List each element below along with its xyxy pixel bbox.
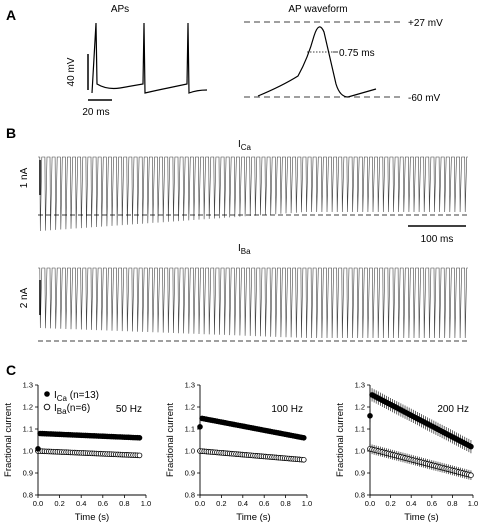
panel-letter-a: A [6, 7, 16, 23]
panel-letter-b: B [6, 125, 16, 141]
legend: ICa (n=13) IBa(n=6) [43, 390, 99, 416]
x-tick-label: 0.4 [238, 499, 248, 508]
legend-iba-text: IBa(n=6) [54, 403, 90, 416]
y-tick-label: 1.1 [23, 425, 33, 434]
legend-iba-base: I [54, 403, 57, 414]
x-axis-label: Time (s) [404, 512, 438, 522]
y-tick-label: 1.2 [355, 403, 365, 412]
x-tick-label: 0.2 [54, 499, 64, 508]
ica-point [468, 443, 474, 450]
ica-point [136, 434, 143, 441]
x-tick-label: 0.8 [280, 499, 290, 508]
ica-current-scale-label: 1 nA [19, 167, 30, 188]
ica-point [197, 423, 203, 430]
x-tick-label: 0.4 [76, 499, 86, 508]
legend-iba-sub: Ba [57, 407, 67, 416]
y-tick-label: 1.3 [23, 381, 33, 390]
x-axis-label: Time (s) [75, 512, 109, 522]
y-tick-label: 1.1 [355, 425, 365, 434]
y-tick-label: 0.8 [23, 491, 33, 500]
y-tick-label: 1.3 [185, 381, 195, 390]
legend-ica-text: ICa (n=13) [54, 390, 99, 403]
y-tick-label: 1.0 [355, 447, 365, 456]
chart-50hz: 0.8 0.9 1.0 1.1 1.2 1.3 0.0 0.2 0.4 0.6 0.8 1.0 Time… [3, 381, 151, 522]
y-tick-label: 1.0 [23, 447, 33, 456]
y-axis-label: Fractional current [3, 403, 14, 477]
panel-letter-c: C [6, 362, 16, 378]
chart-title: 50 Hz [116, 404, 142, 415]
y-tick-label: 1.2 [185, 403, 195, 412]
chart-title: 100 Hz [271, 404, 303, 415]
x-tick-label: 0.6 [259, 499, 269, 508]
waveform-title: AP waveform [288, 4, 347, 15]
y-tick-label: 0.9 [355, 469, 365, 478]
y-tick-label: 1.2 [23, 403, 33, 412]
iba-label-base: I [238, 243, 241, 254]
time-scale-label: 100 ms [421, 234, 454, 245]
x-tick-label: 1.0 [141, 499, 151, 508]
legend-ica-marker [44, 391, 50, 397]
ica-point [35, 445, 41, 452]
x-tick-label: 0.6 [98, 499, 108, 508]
waveform-peak-label: +27 mV [408, 18, 443, 29]
iba-trace [38, 267, 468, 339]
x-tick-label: 0.0 [33, 499, 43, 508]
y-tick-label: 1.1 [185, 425, 195, 434]
ica-trace-path [38, 156, 468, 232]
x-tick-label: 0.2 [216, 499, 226, 508]
ica-point [300, 434, 307, 441]
x-tick-label: 0.0 [195, 499, 205, 508]
aps-trace [91, 22, 208, 94]
waveform-trace [257, 26, 377, 98]
x-tick-label: 0.8 [447, 499, 457, 508]
y-axis-label: Fractional current [335, 403, 346, 477]
x-tick-label: 1.0 [302, 499, 312, 508]
x-tick-label: 1.0 [468, 499, 478, 508]
x-tick-label: 0.2 [385, 499, 395, 508]
y-tick-label: 0.8 [355, 491, 365, 500]
iba-point [468, 472, 474, 479]
legend-ica-suffix: (n=13) [67, 390, 99, 401]
legend-iba-suffix: (n=6) [67, 403, 91, 414]
half-width-label: 0.75 ms [339, 48, 375, 59]
y-tick-label: 1.3 [355, 381, 365, 390]
iba-point [300, 456, 307, 463]
x-tick-label: 0.6 [427, 499, 437, 508]
legend-ica-sub: Ca [57, 394, 68, 403]
x-tick-label: 0.8 [119, 499, 129, 508]
y-tick-label: 0.9 [185, 469, 195, 478]
chart-100hz: 0.8 0.9 1.0 1.1 1.2 1.3 0.0 0.2 0.4 0.6 0.8 1.0 Time… [165, 381, 312, 522]
chart-200hz: 0.8 0.9 1.0 1.1 1.2 1.3 0.0 0.2 0.4 0.6 0.8 1.0 Time… [335, 381, 478, 522]
aps-title: APs [111, 4, 129, 15]
aps-time-scale-label: 20 ms [82, 107, 109, 118]
legend-ica-base: I [54, 390, 57, 401]
iba-trace-path [38, 267, 468, 339]
iba-current-scale-label: 2 nA [19, 287, 30, 308]
chart-title: 200 Hz [437, 404, 469, 415]
y-tick-label: 0.9 [23, 469, 33, 478]
y-axis-label: Fractional current [165, 403, 176, 477]
ica-trace [38, 156, 468, 232]
ica-point [367, 412, 373, 419]
iba-label: IBa [238, 243, 251, 256]
x-tick-label: 0.4 [406, 499, 416, 508]
x-tick-label: 0.0 [365, 499, 375, 508]
x-axis-label: Time (s) [236, 512, 270, 522]
aps-voltage-scale-label: 40 mV [66, 57, 77, 86]
legend-iba-marker [43, 403, 51, 411]
ica-label-base: I [238, 139, 241, 150]
iba-point [136, 452, 143, 459]
ica-label-subscript: Ca [241, 143, 252, 152]
iba-label-subscript: Ba [241, 247, 251, 256]
ica-label: ICa [238, 139, 252, 152]
waveform-rest-label: -60 mV [408, 93, 441, 104]
y-tick-label: 1.0 [185, 447, 195, 456]
y-tick-label: 0.8 [185, 491, 195, 500]
